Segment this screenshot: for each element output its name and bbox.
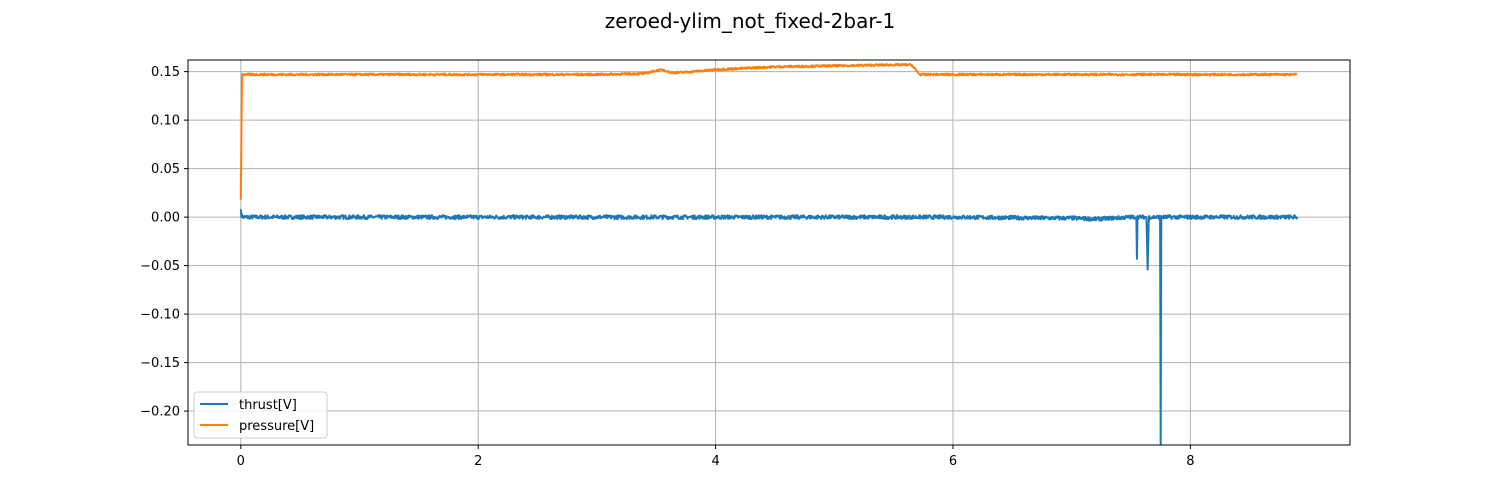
axes-frame (187, 59, 1351, 446)
y-tick-label: −0.05 (140, 259, 180, 274)
legend-label-thrust: thrust[V] (239, 398, 297, 413)
y-axis: −0.20 −0.15 −0.10 −0.05 0.00 0.05 0.10 0.15 (140, 65, 188, 420)
grid (188, 60, 1350, 445)
y-tick-label: −0.20 (140, 405, 180, 420)
series-line (239, 209, 1299, 445)
x-tick-label: 8 (1186, 454, 1194, 469)
chart-title: zeroed-ylim_not_fixed-2bar-1 (605, 9, 895, 33)
plot-area (239, 62, 1299, 445)
series-pressure (239, 62, 1298, 200)
legend: thrust[V] pressure[V] (193, 391, 328, 439)
series-line (239, 62, 1298, 200)
y-tick-label: 0.00 (151, 211, 180, 226)
y-tick-label: 0.10 (151, 114, 180, 129)
x-tick-label: 0 (237, 454, 245, 469)
y-tick-label: −0.15 (140, 356, 180, 371)
y-tick-label: 0.15 (151, 65, 180, 80)
series-thrust (239, 209, 1299, 445)
x-axis: 0 2 4 6 8 (237, 445, 1194, 469)
y-tick-label: −0.10 (140, 308, 180, 323)
legend-label-pressure: pressure[V] (239, 419, 314, 434)
y-tick-label: 0.05 (151, 162, 180, 177)
x-tick-label: 6 (949, 454, 957, 469)
x-tick-label: 2 (474, 454, 482, 469)
x-tick-label: 4 (711, 454, 719, 469)
